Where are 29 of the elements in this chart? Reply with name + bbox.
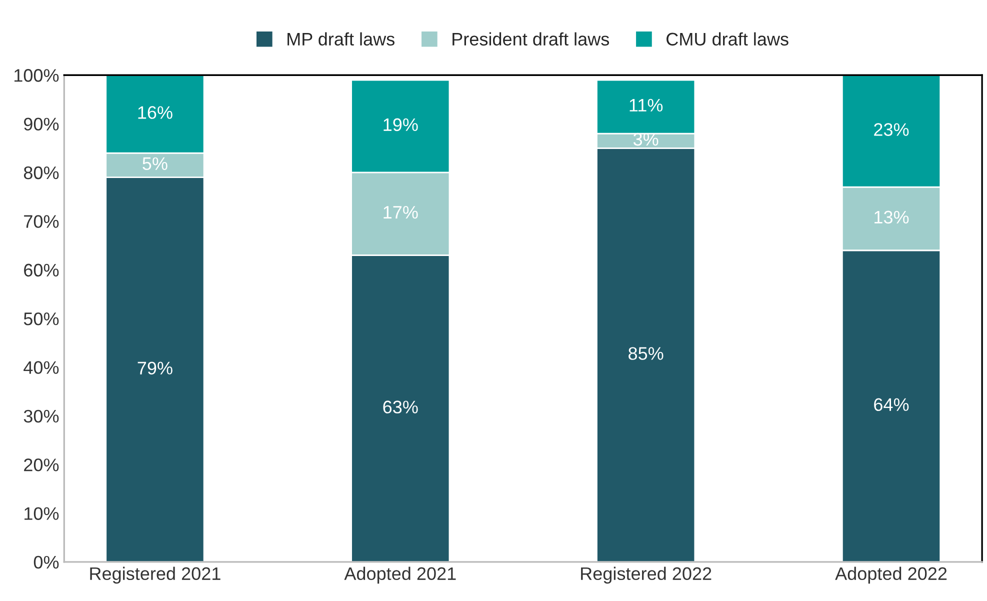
- y-tick-label: 90%: [24, 118, 59, 131]
- y-tick-label: 0%: [34, 556, 59, 569]
- x-tick-label: Registered 2022: [581, 566, 712, 584]
- y-tick-label: 60%: [24, 264, 59, 277]
- data-label: 11%: [630, 98, 663, 112]
- data-label: 16%: [138, 106, 172, 119]
- legend-label: CMU draft laws: [666, 32, 788, 46]
- data-label: 79%: [138, 362, 172, 374]
- data-label: 13%: [874, 210, 909, 224]
- y-tick-label: 100%: [14, 69, 59, 82]
- legend-label: President draft laws: [452, 32, 610, 46]
- legend-label: MP draft laws: [288, 32, 394, 46]
- data-label: 64%: [874, 398, 909, 412]
- x-tick-label: Registered 2021: [90, 566, 220, 584]
- y-tick-label: 50%: [24, 312, 59, 326]
- data-label: 5%: [142, 157, 168, 170]
- y-tick-label: 80%: [24, 166, 59, 180]
- data-label: 19%: [384, 118, 418, 132]
- y-tick-label: 20%: [24, 458, 59, 472]
- y-tick-label: 30%: [24, 410, 59, 423]
- data-label: 85%: [628, 347, 664, 360]
- x-tick-label: Adopted 2022: [835, 566, 947, 584]
- y-tick-label: 40%: [24, 361, 59, 374]
- y-tick-label: 10%: [24, 507, 59, 520]
- data-label: 17%: [384, 206, 418, 219]
- y-tick-label: 70%: [24, 215, 59, 228]
- data-label: 23%: [874, 123, 909, 136]
- data-label: 63%: [383, 400, 418, 414]
- x-tick-label: Adopted 2021: [344, 566, 456, 584]
